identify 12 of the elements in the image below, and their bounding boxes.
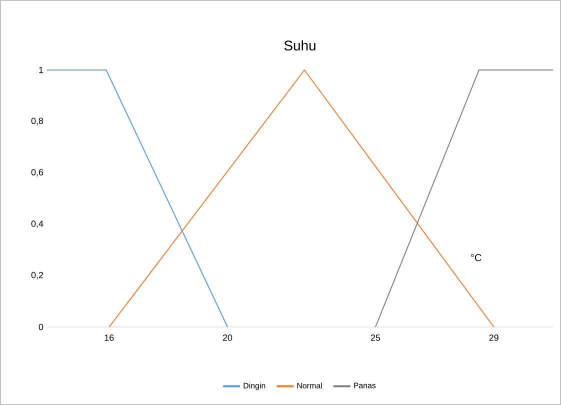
x-tick-label: 20 [222, 334, 232, 341]
chart-title: Suhu [284, 40, 316, 51]
x-tick-label: 16 [104, 334, 114, 341]
x-tick-label: 29 [489, 334, 498, 341]
y-tick-label: 0,4 [31, 220, 44, 228]
y-tick-label: 1 [39, 66, 44, 74]
y-tick-label: 0,2 [31, 272, 44, 280]
y-tick-label: 0,8 [31, 118, 44, 126]
y-tick-label: 0,6 [31, 169, 44, 176]
x-tick-label: 25 [370, 334, 380, 341]
annotation: °C [471, 254, 482, 262]
y-tick-label: 0 [38, 324, 44, 330]
